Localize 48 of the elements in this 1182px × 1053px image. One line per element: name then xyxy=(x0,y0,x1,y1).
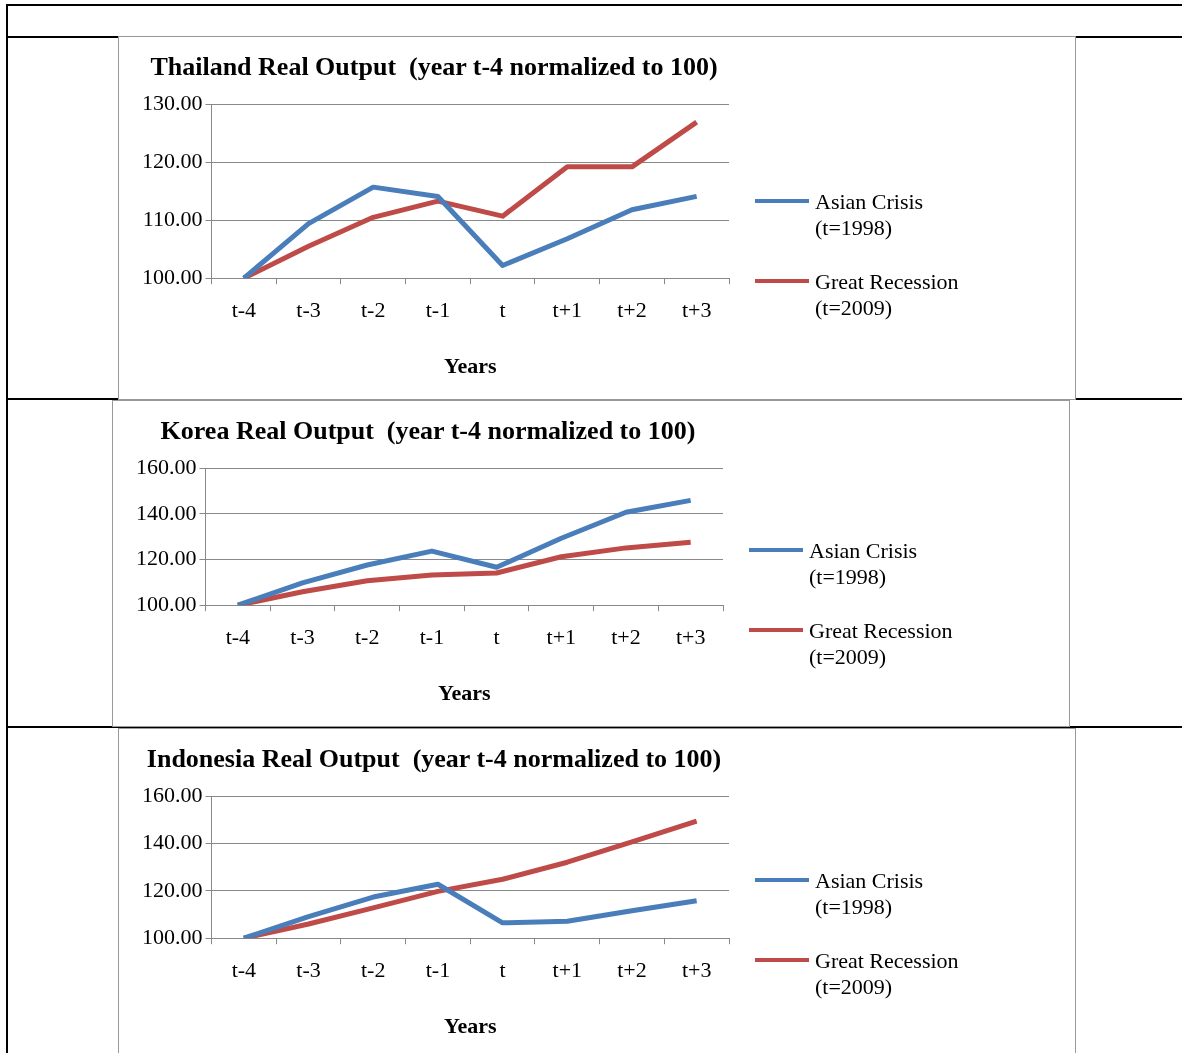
x-tick-label: t+2 xyxy=(617,297,647,323)
x-tick-label: t xyxy=(493,624,500,650)
x-tick-label: t+3 xyxy=(681,297,712,323)
legend-label: Asian Crisis (t=1998) xyxy=(815,189,925,241)
x-tick-label: t-3 xyxy=(296,297,321,323)
x-tick-label: t-4 xyxy=(231,297,257,323)
y-tick-label: 100.00 xyxy=(142,923,203,949)
x-axis-title: Years xyxy=(437,680,491,706)
x-tick-label: t-3 xyxy=(290,624,315,650)
y-tick-label: 120.00 xyxy=(142,147,203,173)
y-tick-label: 160.00 xyxy=(142,781,203,807)
x-axis-title: Years xyxy=(443,1013,497,1039)
y-tick-label: 130.00 xyxy=(142,89,203,115)
x-tick-label: t-3 xyxy=(296,957,321,983)
x-tick-label: t xyxy=(499,297,506,323)
x-tick-label: t+1 xyxy=(552,297,583,323)
y-tick-label: 100.00 xyxy=(136,590,197,616)
x-tick-label: t+1 xyxy=(546,624,577,650)
x-tick-label: t-2 xyxy=(360,297,386,323)
legend-label: Asian Crisis (t=1998) xyxy=(815,868,925,920)
x-axis-title: Years xyxy=(443,353,497,379)
legend-label: Great Recession (t=2009) xyxy=(815,948,960,1000)
y-tick-label: 140.00 xyxy=(142,829,203,855)
y-tick-label: 140.00 xyxy=(136,499,197,525)
x-tick-label: t+3 xyxy=(681,957,712,983)
x-tick-label: t-4 xyxy=(225,624,251,650)
chart-title: Thailand Real Output (year t-4 normalized to 100) xyxy=(150,52,718,82)
y-tick-label: 120.00 xyxy=(142,876,203,902)
x-tick-label: t-1 xyxy=(425,957,451,983)
chart-title: Indonesia Real Output (year t-4 normalized to 100) xyxy=(146,744,722,774)
y-tick-label: 110.00 xyxy=(142,205,203,231)
y-tick-label: 120.00 xyxy=(136,545,197,571)
chart-title: Korea Real Output (year t-4 normalized to 100) xyxy=(160,416,696,446)
legend-label: Asian Crisis (t=1998) xyxy=(809,538,919,590)
x-tick-label: t-2 xyxy=(360,957,386,983)
x-tick-label: t+2 xyxy=(611,624,641,650)
x-tick-label: t+3 xyxy=(675,624,706,650)
x-tick-label: t-1 xyxy=(425,297,451,323)
x-tick-label: t xyxy=(499,957,506,983)
x-tick-label: t-4 xyxy=(231,957,257,983)
y-tick-label: 160.00 xyxy=(136,453,197,479)
x-tick-label: t-1 xyxy=(419,624,445,650)
legend-label: Great Recession (t=2009) xyxy=(815,269,960,321)
y-tick-label: 100.00 xyxy=(142,263,203,289)
x-tick-label: t+1 xyxy=(552,957,583,983)
legend-label: Great Recession (t=2009) xyxy=(809,618,954,670)
x-tick-label: t+2 xyxy=(617,957,647,983)
x-tick-label: t-2 xyxy=(354,624,380,650)
